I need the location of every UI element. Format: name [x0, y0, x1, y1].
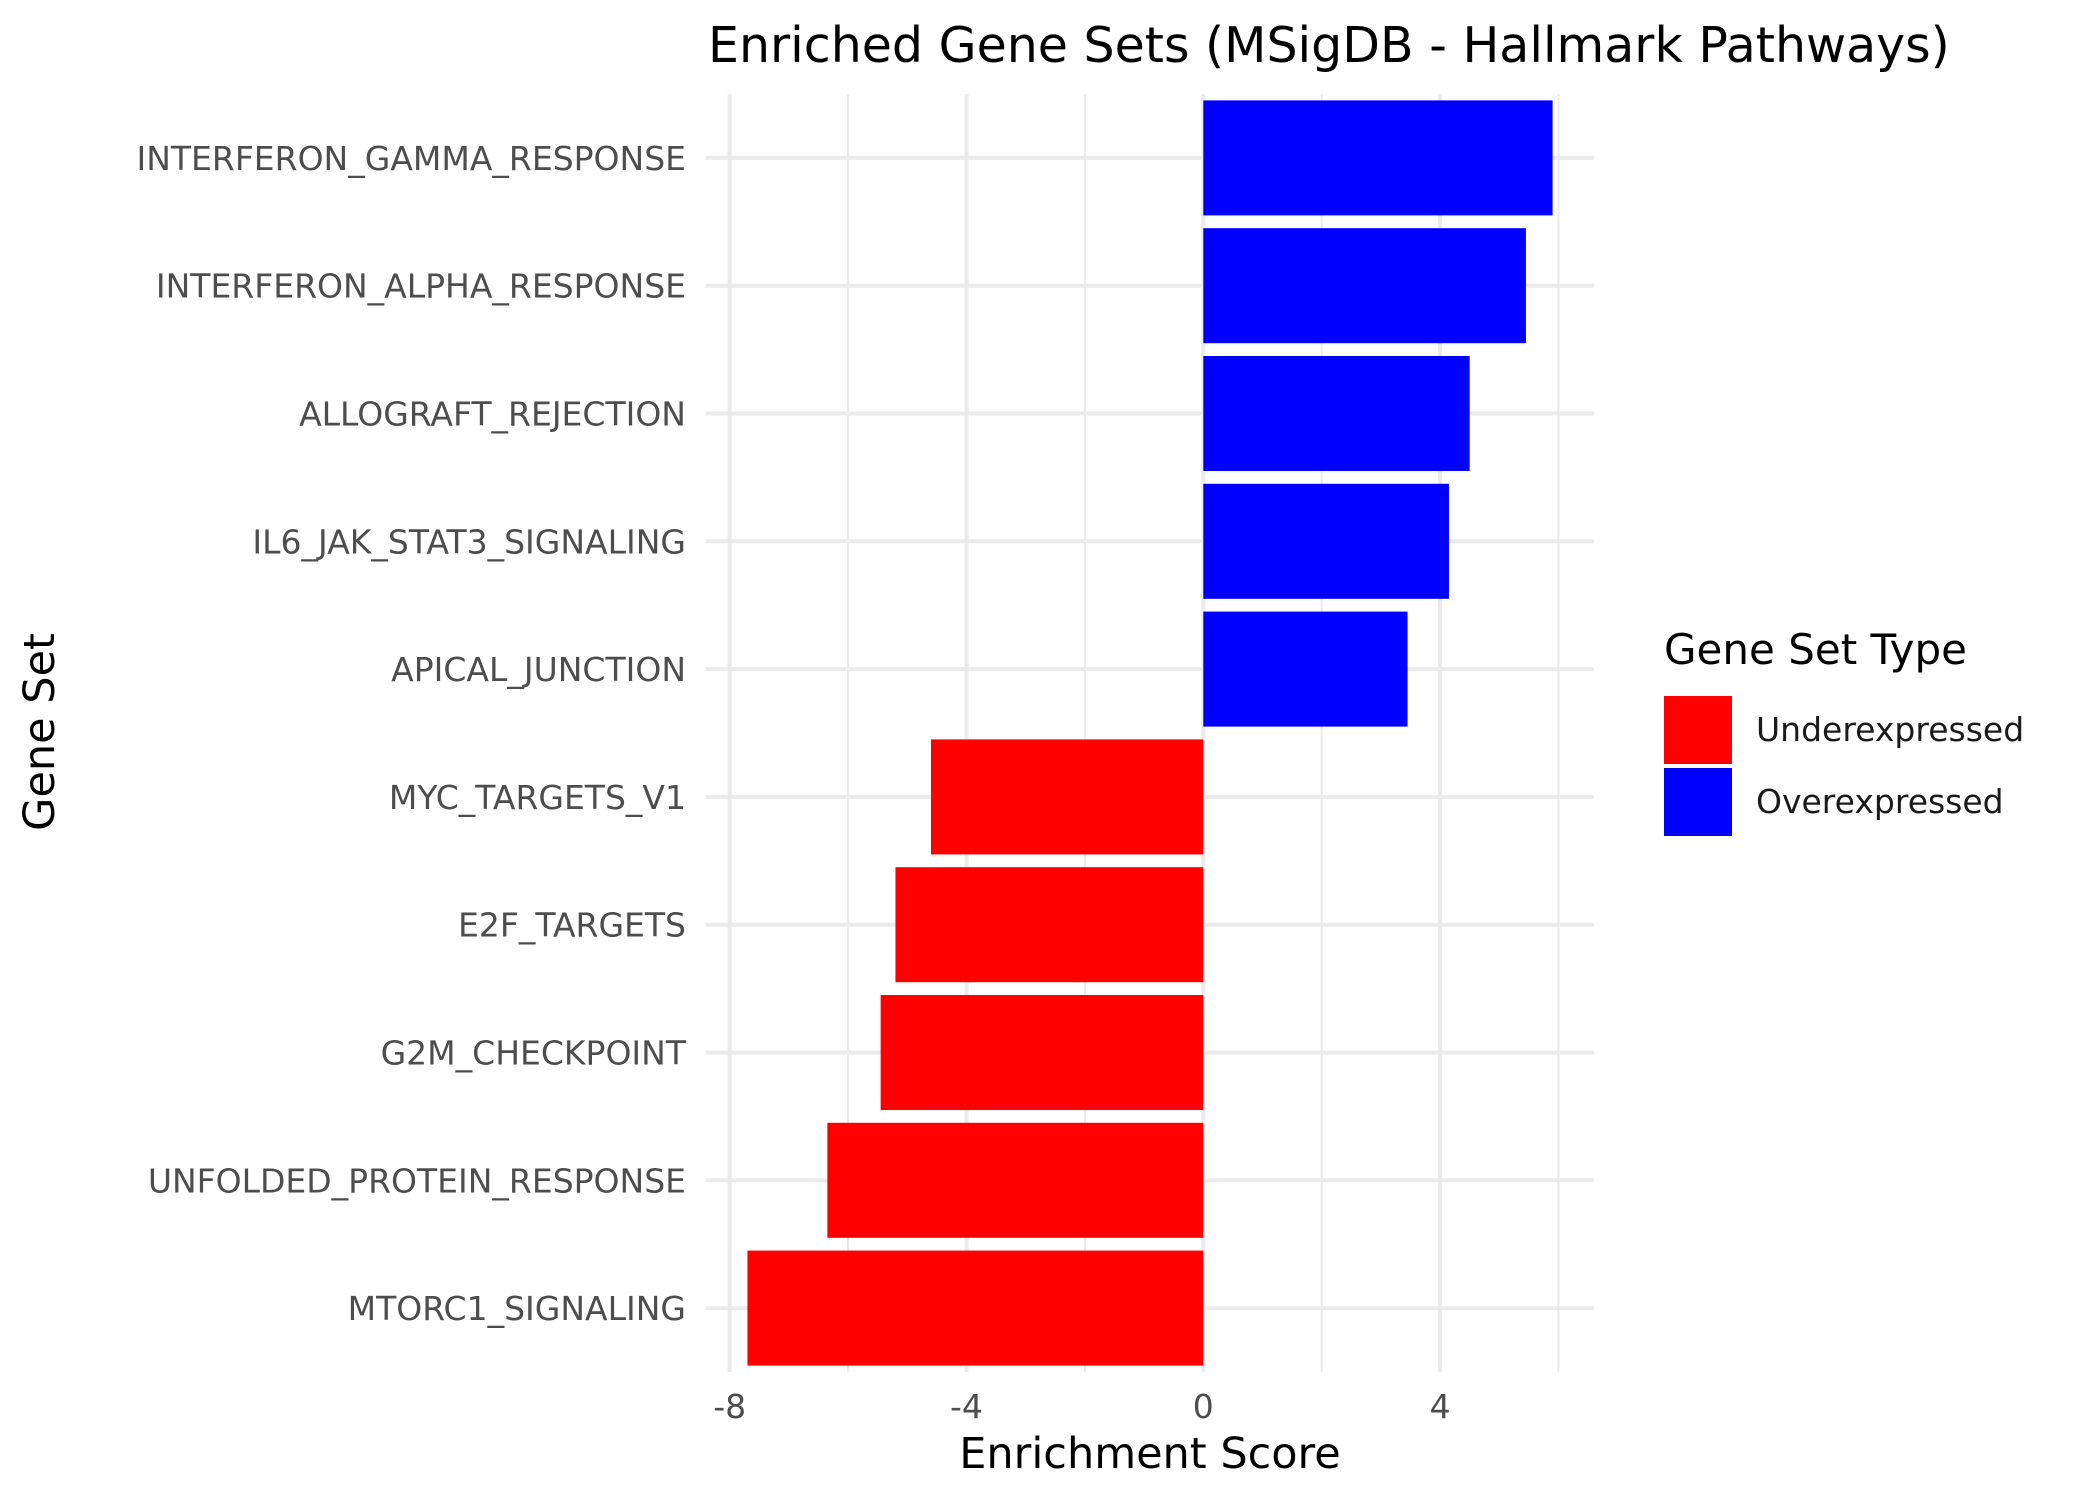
- bar-interferon-alpha-response: [1203, 228, 1526, 344]
- bar-interferon-gamma-response: [1203, 100, 1553, 216]
- legend-title: Gene Set Type: [1664, 625, 1967, 674]
- x-tick-label: -8: [713, 1387, 746, 1426]
- bar-mtorc1-signaling: [747, 1250, 1204, 1366]
- bar-myc-targets-v1: [930, 739, 1204, 855]
- bar-allograft-rejection: [1203, 355, 1470, 472]
- y-tick-label: INTERFERON_ALPHA_RESPONSE: [156, 267, 686, 306]
- bar-e2f-targets: [895, 867, 1204, 983]
- bar-g2m-checkpoint: [880, 994, 1204, 1111]
- legend-label-overexpressed: Overexpressed: [1756, 782, 2004, 821]
- legend-key-overexpressed: [1664, 768, 1732, 836]
- x-axis-title: Enrichment Score: [959, 1429, 1341, 1479]
- y-tick-label: MTORC1_SIGNALING: [348, 1289, 686, 1328]
- legend-entries: Underexpressed Overexpressed: [1664, 696, 2024, 836]
- y-tick-label: MYC_TARGETS_V1: [389, 778, 686, 817]
- legend: Gene Set Type Underexpressed Overexpresse…: [1664, 625, 2024, 836]
- legend-key-underexpressed: [1664, 696, 1732, 764]
- chart-title: Enriched Gene Sets (MSigDB - Hallmark Pa…: [708, 17, 1950, 74]
- y-tick-label: INTERFERON_GAMMA_RESPONSE: [136, 139, 686, 178]
- bar-il6-jak-stat3-signaling: [1203, 483, 1449, 599]
- y-tick-label: G2M_CHECKPOINT: [381, 1034, 687, 1073]
- y-tick-label: ALLOGRAFT_REJECTION: [299, 395, 686, 434]
- x-tick-label: -4: [950, 1387, 983, 1426]
- bar-unfolded-protein-response: [827, 1122, 1204, 1238]
- y-tick-label: UNFOLDED_PROTEIN_RESPONSE: [148, 1161, 686, 1200]
- y-tick-labels: INTERFERON_GAMMA_RESPONSE INTERFERON_ALPH…: [136, 139, 686, 1328]
- y-tick-label: E2F_TARGETS: [458, 906, 686, 945]
- bar-apical-junction: [1203, 611, 1408, 727]
- x-tick-labels: -8 -4 0 4: [713, 1387, 1450, 1426]
- y-axis-title: Gene Set: [15, 633, 65, 831]
- bar-layer: [747, 100, 1553, 1366]
- x-tick-label: 0: [1193, 1387, 1214, 1426]
- x-tick-label: 4: [1430, 1387, 1451, 1426]
- y-tick-label: IL6_JAK_STAT3_SIGNALING: [252, 522, 686, 561]
- y-tick-label: APICAL_JUNCTION: [391, 650, 686, 689]
- legend-label-underexpressed: Underexpressed: [1756, 710, 2024, 749]
